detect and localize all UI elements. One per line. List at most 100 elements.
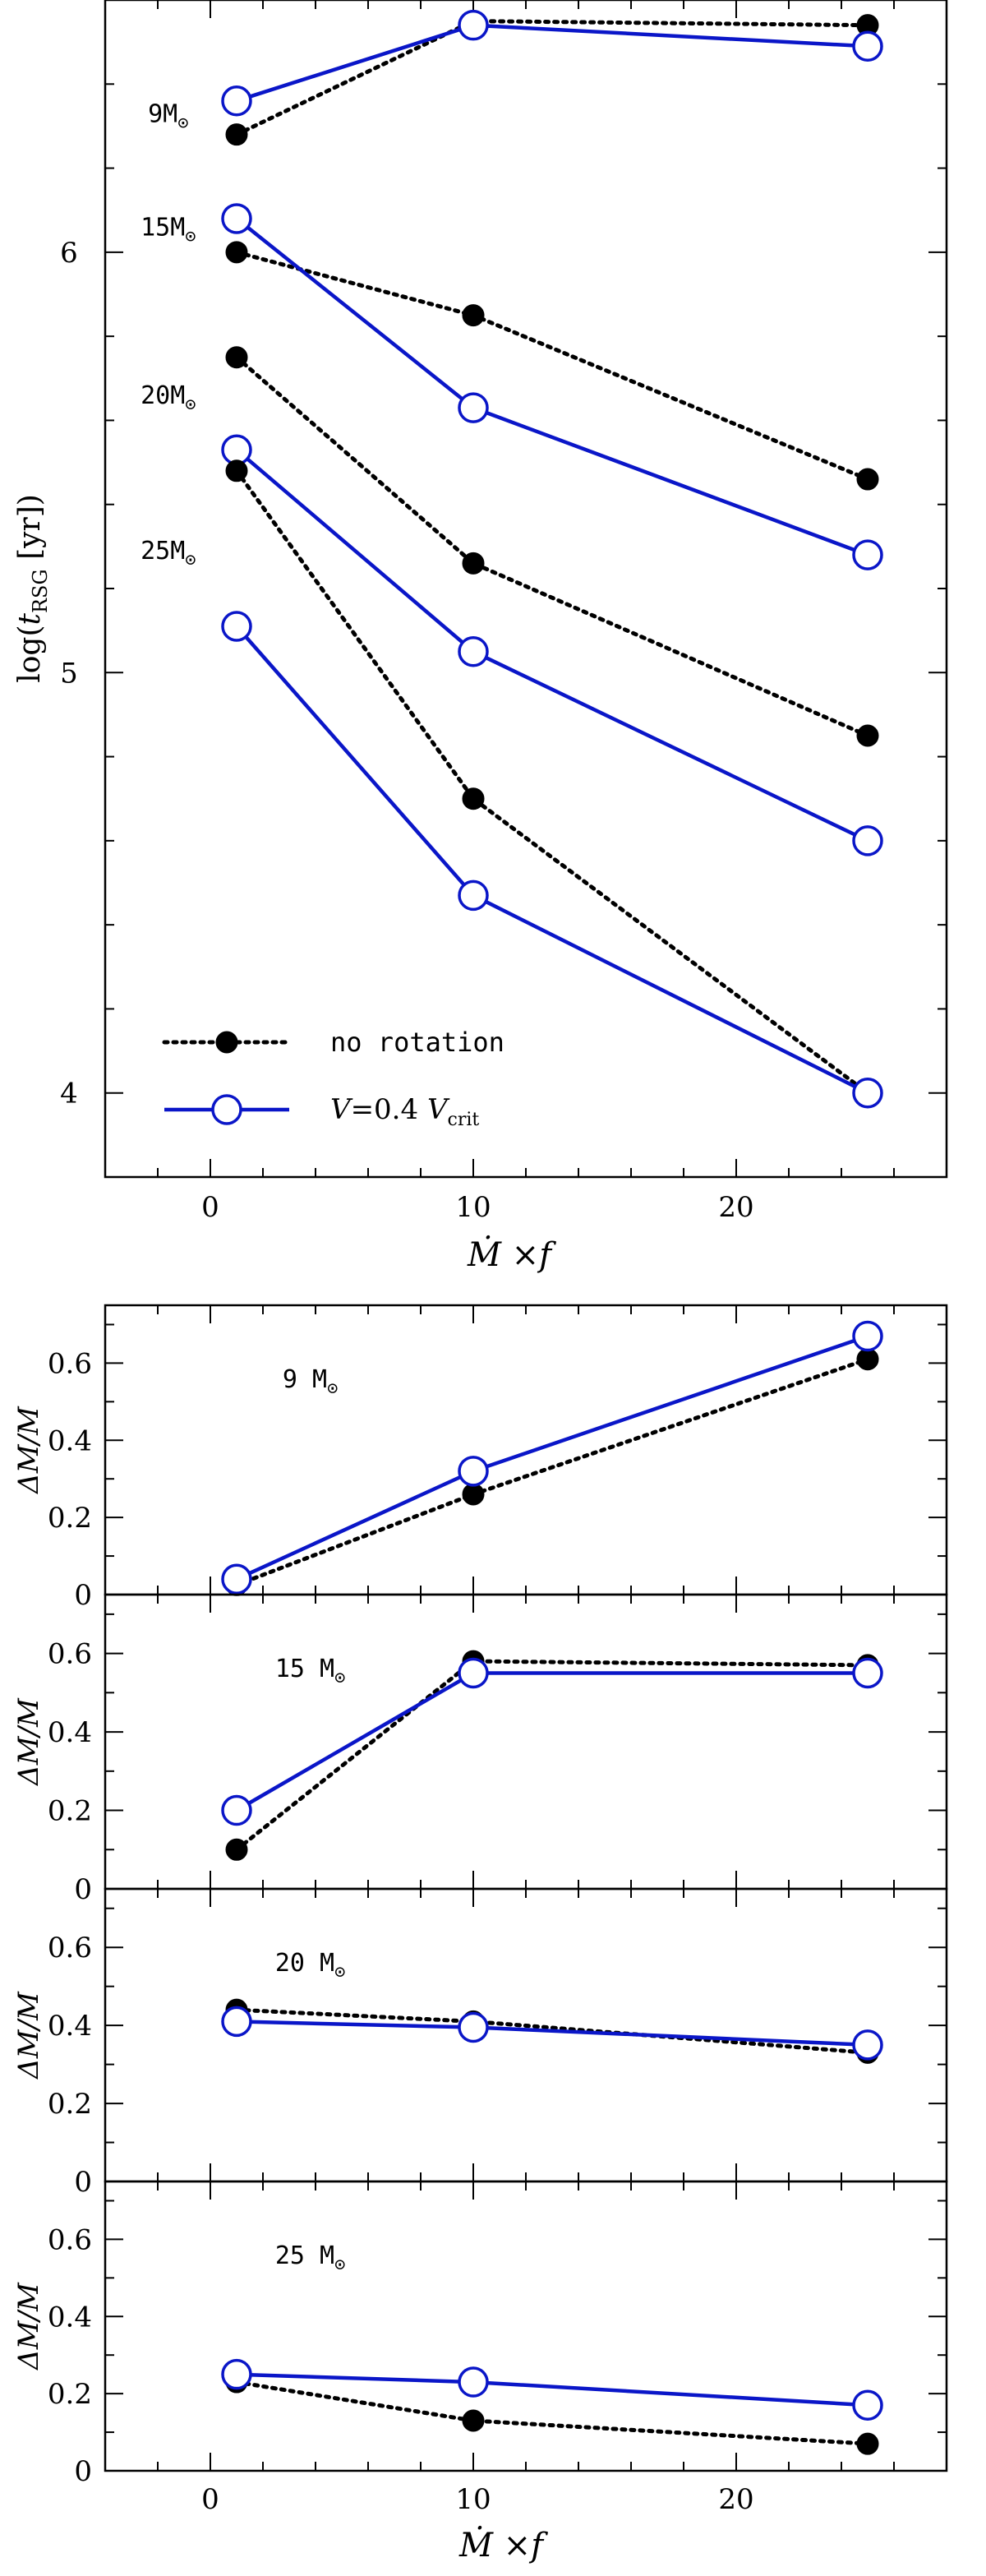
data-point-no-rotation [462,1483,485,1506]
data-point-rotation [221,2006,252,2038]
data-point-rotation [458,1456,489,1487]
data-point-no-rotation [225,123,248,146]
y-tick-label: 0 [74,2455,92,2488]
y-tick-label: 0.6 [48,2223,92,2256]
y-tick-label: 0.4 [48,1716,92,1749]
y-tick-label: 4 [60,1078,78,1110]
data-point-rotation [458,9,489,41]
y-axis-label: ΔM/M [12,1697,45,1787]
panel-title: 20 M⊙ [275,1949,346,1983]
data-point-rotation [852,30,883,62]
legend-label-part: V [427,1093,450,1126]
mass-annotation-text: 9M [148,99,177,128]
y-tick-label: 0.2 [48,1795,92,1828]
mass-annotation-text: 15M [141,213,185,242]
y-tick-label: 0.4 [48,1424,92,1457]
series-line-rotation-3 [235,217,869,557]
y-axis-label: ΔM/M [12,1406,45,1495]
y-tick-label: 0 [74,2166,92,2199]
mass-annotation: 20M⊙ [141,381,196,415]
panel-frame [104,0,948,1179]
y-tick-label: 6 [60,237,78,270]
data-point-rotation [458,879,489,912]
legend-label-no-rotation: no rotation [330,1027,505,1058]
chart-dm15: 0 0.2 0.4 0.6ΔM/M 15 M⊙ [12,1593,948,1906]
data-point-no-rotation [856,468,879,491]
data-point-rotation [852,539,883,570]
y-tick-label: 0.4 [48,2010,92,2043]
panel-title-text: 20 M [275,1949,334,1978]
data-point-rotation [221,1563,252,1595]
x-tick-label: 0 [201,1191,219,1224]
data-point-rotation [221,203,252,234]
data-point-rotation [221,85,252,117]
mass-annotation: 9M⊙ [148,99,188,133]
y-tick-label: 0.2 [48,2088,92,2121]
legend-label-rotation: V=0.4 Vcrit [330,1093,479,1130]
y-tick-label: 0.6 [48,1347,92,1380]
y-axis-label-subscript: RSG [29,569,52,613]
sun-symbol: ⊙ [334,1962,345,1983]
y-tick-label: 0.2 [48,2378,92,2411]
x-axis-label: Ṁ ×f [458,2526,548,2564]
data-point-rotation [458,635,489,667]
series-line-rotation-1 [235,1671,868,1812]
panel-title: 15 M⊙ [275,1655,346,1688]
series-line-no-rotation-6 [234,469,870,1096]
panel-title-text: 25 M [275,2241,334,2270]
sun-symbol: ⊙ [185,550,196,570]
legend-label-part: =0.4 [351,1093,427,1126]
y-axis-label: ΔM/M [12,1991,45,2080]
sun-symbol: ⊙ [185,395,196,415]
series-line-rotation-5 [235,448,869,843]
mass-annotation-text: 20M [141,381,185,410]
data-point-rotation [221,2358,252,2390]
y-axis-label: log(tRSG [yr]) [13,494,52,683]
y-tick-label: 0.4 [48,2301,92,2334]
legend-label-part: V [330,1093,353,1126]
x-tick-label: 10 [455,1191,491,1224]
data-point-rotation [852,825,883,856]
chart-dm20: 0 0.2 0.4 0.6ΔM/M 20 M⊙ [12,1887,948,2199]
mass-annotation: 15M⊙ [141,213,196,247]
y-tick-label: 5 [60,657,78,690]
series-line-no-rotation-2 [234,250,870,482]
data-point-rotation [852,1320,883,1352]
y-tick-label: 0 [74,1579,92,1612]
data-point-no-rotation [225,346,248,369]
series-line-rotation-1 [236,2372,869,2407]
panel-frame [104,1304,948,1596]
data-point-no-rotation [462,304,485,327]
sun-symbol: ⊙ [177,113,188,133]
series-line-rotation-1 [236,23,869,103]
data-point-no-rotation [462,2409,485,2432]
mass-annotation-text: 25M [141,537,185,566]
y-axis-label-part: [yr]) [13,494,47,569]
sun-symbol: ⊙ [327,1378,338,1399]
x-tick-label: 0 [201,2483,219,2516]
data-point-no-rotation [856,2432,879,2455]
legend-marker-no-rotation [215,1031,238,1054]
y-tick-label: 0.2 [48,1502,92,1535]
y-tick-label: 0.6 [48,1932,92,1964]
data-point-no-rotation [462,787,485,810]
x-tick-label: 20 [718,1191,753,1224]
panel-title-text: 15 M [275,1655,334,1683]
chart-dm25: 0 0.2 0.4 0.6ΔM/M 25 M⊙ 0 10 20 Ṁ ×f [12,2180,948,2564]
series-line-no-rotation-0 [234,19,870,137]
y-tick-label: 0.6 [48,1638,92,1671]
data-point-rotation [458,2366,489,2398]
data-point-rotation [852,1077,883,1109]
y-axis-label-part: log( [13,626,47,683]
x-tick-label: 20 [718,2483,753,2516]
data-point-no-rotation [462,552,485,575]
data-point-no-rotation [856,1348,879,1371]
series-line-no-rotation-0 [234,2380,870,2446]
data-point-rotation [221,611,252,642]
data-point-no-rotation [225,1838,248,1861]
y-axis-label: ΔM/M [12,2282,45,2371]
data-point-rotation [852,2029,883,2061]
series-line-rotation-1 [236,2020,869,2047]
